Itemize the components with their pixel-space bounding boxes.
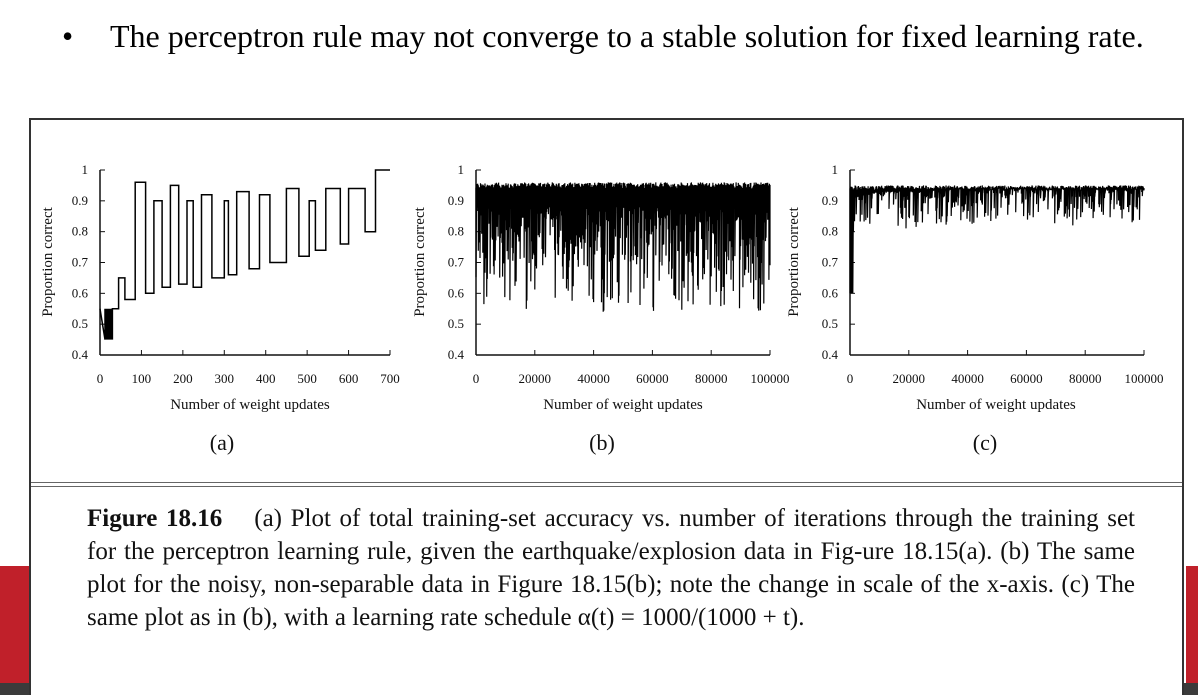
- figure-caption: Figure 18.16 (a) Plot of total training-s…: [87, 502, 1135, 634]
- x-tick-label: 60000: [1010, 371, 1043, 386]
- y-tick-label: 0.7: [448, 255, 465, 270]
- y-axis-label-1: Proportion correct: [40, 206, 56, 316]
- x-tick-label: 200: [173, 371, 193, 386]
- y-tick-label: 0.8: [72, 224, 88, 239]
- x-axis-label-2: Number of weight updates: [543, 397, 703, 413]
- x-tick-label: 20000: [893, 371, 926, 386]
- x-tick-label: 300: [215, 371, 235, 386]
- x-tick-label: 20000: [519, 371, 552, 386]
- x-tick-label: 100000: [1125, 371, 1164, 386]
- x-tick-label: 100000: [751, 371, 790, 386]
- x-tick-label: 600: [339, 371, 359, 386]
- caption-label: Figure 18.16: [87, 505, 223, 532]
- panel-label-2: (b): [589, 430, 615, 455]
- x-tick-label: 0: [473, 371, 480, 386]
- y-tick-label: 0.8: [822, 224, 838, 239]
- y-tick-label: 0.9: [448, 193, 464, 208]
- accent-bar-left: [0, 566, 29, 683]
- figure-charts: 0.40.50.60.70.80.910 100 200 300 400 500 600 70…: [40, 162, 1164, 455]
- y-tick-label: 0.6: [72, 285, 89, 300]
- x-tick-label: 80000: [695, 371, 728, 386]
- panel-label-3: (c): [973, 430, 997, 455]
- y-tick-label: 0.5: [822, 316, 838, 331]
- x-axis-label-1: Number of weight updates: [170, 397, 330, 413]
- series-line-a: [99, 169, 390, 340]
- x-tick-label: 80000: [1069, 371, 1102, 386]
- x-tick-label: 40000: [951, 371, 984, 386]
- y-tick-label: 0.6: [448, 285, 465, 300]
- y-tick-label: 0.5: [72, 316, 88, 331]
- y-tick-label: 0.7: [822, 255, 839, 270]
- y-axis-label-2: Proportion correct: [412, 206, 428, 316]
- y-tick-label: 0.4: [822, 347, 839, 362]
- x-tick-label: 40000: [577, 371, 610, 386]
- y-tick-label: 1: [832, 162, 839, 177]
- y-tick-label: 1: [82, 162, 89, 177]
- y-tick-label: 0.5: [448, 316, 464, 331]
- x-axis-label-3: Number of weight updates: [916, 397, 1076, 413]
- x-tick-label: 700: [380, 371, 400, 386]
- figure-caption-divider: [31, 482, 1182, 487]
- bullet-dot: •: [62, 18, 74, 54]
- y-tick-label: 0.8: [448, 224, 464, 239]
- series-line-b: [475, 182, 771, 312]
- series-line-c: [849, 185, 1145, 294]
- x-tick-label: 500: [297, 371, 317, 386]
- y-tick-label: 0.7: [72, 255, 89, 270]
- x-tick-label: 60000: [636, 371, 669, 386]
- x-tick-label: 400: [256, 371, 276, 386]
- accent-bar-right: [1186, 566, 1198, 683]
- y-axis-label-3: Proportion correct: [786, 206, 802, 316]
- y-tick-label: 0.9: [72, 193, 88, 208]
- x-tick-label: 0: [847, 371, 854, 386]
- y-tick-label: 1: [458, 162, 465, 177]
- x-tick-label: 100: [132, 371, 152, 386]
- bullet-text: The perceptron rule may not converge to …: [110, 18, 1144, 54]
- y-tick-label: 0.4: [448, 347, 465, 362]
- caption-text: (a) Plot of total training-set accuracy …: [87, 505, 1135, 631]
- y-tick-label: 0.6: [822, 285, 839, 300]
- panel-label-1: (a): [210, 430, 234, 455]
- x-tick-label: 0: [97, 371, 104, 386]
- y-tick-label: 0.9: [822, 193, 838, 208]
- y-tick-label: 0.4: [72, 347, 89, 362]
